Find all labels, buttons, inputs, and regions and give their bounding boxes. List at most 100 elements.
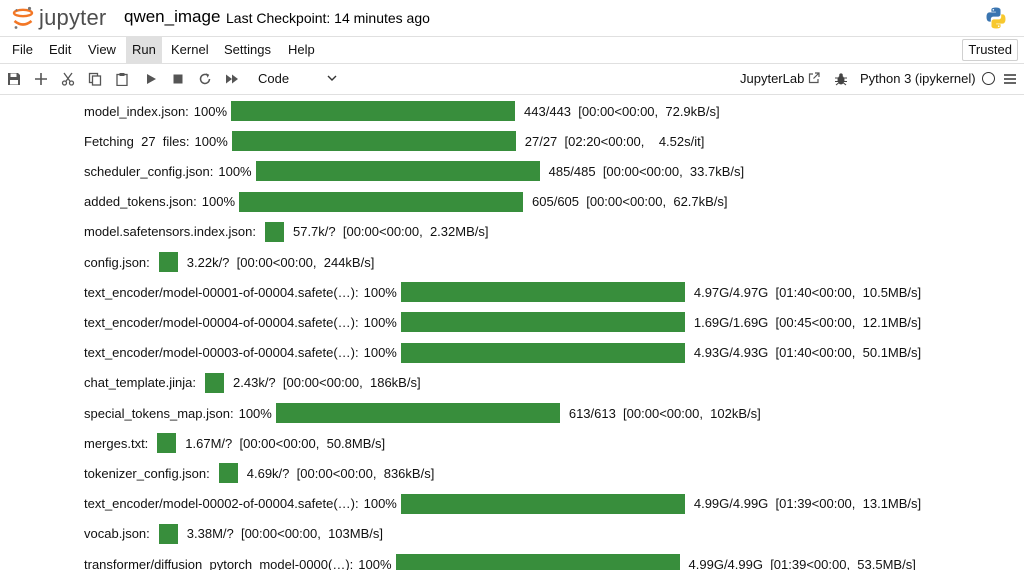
progress-bar: [231, 101, 516, 121]
progress-row: Fetching 27 files: 100% 27/27 [02:20<00:00…: [84, 130, 704, 152]
checkpoint-status: Last Checkpoint: 14 minutes ago: [226, 10, 430, 26]
progress-bar: [158, 523, 178, 544]
progress-percent: 100%: [363, 345, 397, 361]
progress-label: transformer/diffusion_pytorch_model-0000…: [84, 556, 354, 570]
progress-bar: [395, 554, 680, 570]
copy-icon[interactable]: [86, 70, 104, 88]
notebook-title[interactable]: qwen_image: [124, 7, 221, 26]
progress-percent: 100%: [363, 314, 397, 330]
progress-stats: 485/485 [00:00<00:00, 33.7kB/s]: [548, 163, 745, 179]
progress-row: vocab.json: 3.38M/? [00:00<00:00, 103MB/s…: [84, 523, 383, 545]
progress-bar: [275, 403, 560, 423]
kernel-name[interactable]: Python 3 (ipykernel): [860, 71, 976, 86]
progress-bar: [255, 161, 540, 182]
open-jupyterlab-link[interactable]: JupyterLab: [740, 71, 805, 86]
progress-label: model_index.json:: [84, 103, 189, 119]
progress-stats: 57.7k/? [00:00<00:00, 2.32MB/s]: [292, 224, 489, 240]
python-logo-icon: [986, 7, 1006, 29]
save-icon[interactable]: [5, 70, 23, 88]
progress-stats: 605/605 [00:00<00:00, 62.7kB/s]: [532, 194, 728, 210]
progress-bar: [218, 463, 238, 484]
progress-label: text_encoder/model-00003-of-00004.safete…: [84, 345, 359, 361]
menu-icon[interactable]: [1003, 72, 1017, 86]
progress-stats: 443/443 [00:00<00:00, 72.9kB/s]: [524, 103, 720, 119]
notebook-header: jupyter qwen_image Last Checkpoint: 14 m…: [0, 0, 1024, 36]
progress-stats: 27/27 [02:20<00:00, 4.52s/it]: [524, 133, 705, 149]
progress-label: chat_template.jinja:: [84, 375, 197, 391]
progress-bar: [205, 372, 225, 393]
jupyter-logo-text: jupyter: [39, 5, 107, 30]
progress-stats: 4.99G/4.99G [01:39<00:00, 53.5MB/s]: [688, 556, 916, 570]
jupyter-logo-icon: [12, 6, 34, 29]
progress-label: scheduler_config.json:: [84, 163, 214, 179]
progress-label: model.safetensors.index.json:: [84, 224, 256, 240]
progress-label: added_tokens.json:: [84, 194, 197, 210]
progress-row: text_encoder/model-00003-of-00004.safete…: [84, 342, 921, 364]
restart-icon[interactable]: [196, 70, 214, 88]
progress-stats: 3.38M/? [00:00<00:00, 103MB/s]: [186, 526, 383, 542]
progress-label: special_tokens_map.json:: [84, 405, 234, 421]
progress-bar: [400, 312, 685, 333]
cell-output: model_index.json: 100% 443/443 [00:00<00:0…: [0, 95, 1024, 570]
progress-label: merges.txt:: [84, 435, 149, 451]
debugger-bug-icon[interactable]: [834, 72, 848, 86]
paste-icon[interactable]: [113, 70, 131, 88]
progress-percent: 100%: [218, 163, 252, 179]
jupyter-logo[interactable]: jupyter: [12, 4, 112, 32]
progress-stats: 4.93G/4.93G [01:40<00:00, 50.1MB/s]: [693, 345, 922, 361]
progress-stats: 1.67M/? [00:00<00:00, 50.8MB/s]: [185, 435, 386, 451]
progress-label: vocab.json:: [84, 526, 150, 542]
fast-forward-icon[interactable]: [223, 70, 241, 88]
menu-settings[interactable]: Settings: [224, 42, 271, 57]
menu-help[interactable]: Help: [288, 42, 315, 57]
chevron-down-icon[interactable]: [326, 72, 338, 84]
progress-bar: [158, 252, 178, 272]
progress-stats: 2.43k/? [00:00<00:00, 186kB/s]: [233, 375, 421, 391]
progress-row: model_index.json: 100% 443/443 [00:00<00:0…: [84, 100, 720, 122]
progress-bar: [239, 191, 524, 212]
menu-run[interactable]: Run: [126, 37, 162, 63]
progress-percent: 100%: [201, 194, 236, 210]
progress-bar: [264, 221, 284, 242]
progress-row: transformer/diffusion_pytorch_model-0000…: [84, 553, 916, 570]
kernel-status-icon: [982, 72, 995, 85]
progress-stats: 3.22k/? [00:00<00:00, 244kB/s]: [186, 254, 375, 270]
progress-stats: 4.97G/4.97G [01:40<00:00, 10.5MB/s]: [693, 284, 922, 300]
progress-bar: [157, 433, 177, 454]
progress-stats: 4.99G/4.99G [01:39<00:00, 13.1MB/s]: [693, 496, 922, 512]
progress-stats: 613/613 [00:00<00:00, 102kB/s]: [568, 405, 761, 421]
progress-percent: 100%: [363, 496, 397, 512]
progress-row: added_tokens.json: 100% 605/605 [00:00<00:…: [84, 191, 728, 213]
menu-view[interactable]: View: [88, 42, 116, 57]
progress-percent: 100%: [238, 405, 272, 421]
progress-row: special_tokens_map.json: 100% 613/613 [00:…: [84, 402, 761, 424]
progress-row: text_encoder/model-00002-of-00004.safete…: [84, 493, 921, 515]
progress-row: tokenizer_config.json: 4.69k/? [00:00<00:…: [84, 462, 434, 484]
insert-cell-icon[interactable]: [32, 70, 50, 88]
menu-edit[interactable]: Edit: [49, 42, 72, 57]
progress-label: tokenizer_config.json:: [84, 465, 210, 481]
stop-icon[interactable]: [169, 70, 187, 88]
cell-type-dropdown[interactable]: Code: [258, 71, 290, 86]
progress-label: text_encoder/model-00002-of-00004.safete…: [84, 496, 359, 512]
external-link-icon[interactable]: [808, 72, 820, 84]
progress-stats: 4.69k/? [00:00<00:00, 836kB/s]: [246, 465, 435, 481]
progress-stats: 1.69G/1.69G [00:45<00:00, 12.1MB/s]: [693, 314, 922, 330]
progress-row: text_encoder/model-00001-of-00004.safete…: [84, 281, 921, 303]
menu-file[interactable]: File: [12, 42, 33, 57]
trusted-indicator[interactable]: Trusted: [962, 39, 1018, 61]
progress-row: config.json: 3.22k/? [00:00<00:00, 244kB/…: [84, 251, 374, 273]
cut-icon[interactable]: [59, 70, 77, 88]
progress-row: text_encoder/model-00004-of-00004.safete…: [84, 311, 921, 333]
run-icon[interactable]: [142, 70, 160, 88]
progress-bar: [400, 493, 685, 514]
notebook-toolbar: Code JupyterLab Python 3 (ipykernel): [0, 64, 1024, 95]
progress-row: merges.txt: 1.67M/? [00:00<00:00, 50.8MB/…: [84, 432, 385, 454]
progress-row: chat_template.jinja: 2.43k/? [00:00<00:00…: [84, 372, 421, 394]
menu-kernel[interactable]: Kernel: [171, 42, 209, 57]
progress-bar: [400, 282, 685, 303]
progress-label: text_encoder/model-00001-of-00004.safete…: [84, 284, 359, 300]
progress-percent: 100%: [358, 556, 392, 570]
progress-label: config.json:: [84, 254, 150, 270]
progress-label: text_encoder/model-00004-of-00004.safete…: [84, 314, 359, 330]
